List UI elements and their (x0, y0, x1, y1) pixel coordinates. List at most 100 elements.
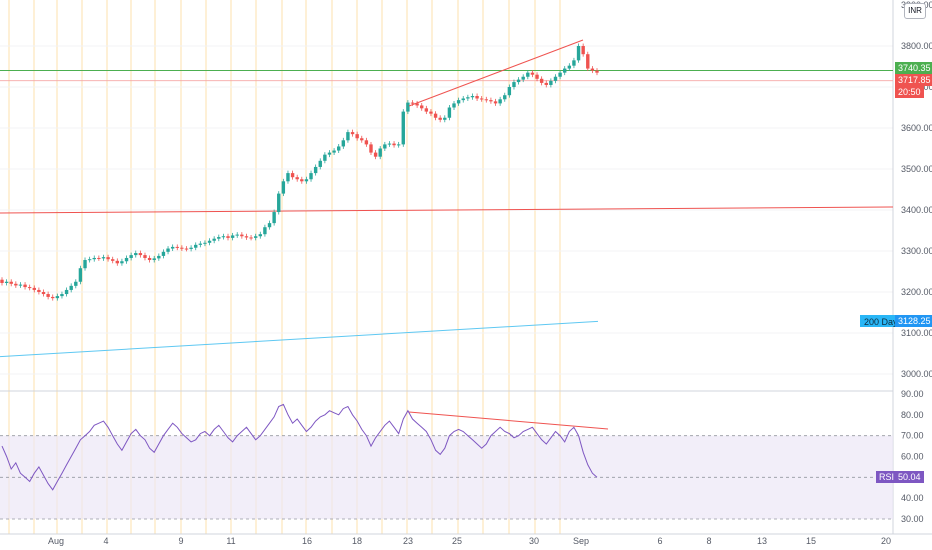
candle (526, 72, 530, 77)
candle (244, 236, 249, 238)
candle (180, 247, 184, 249)
candle (429, 111, 433, 114)
candle (396, 144, 401, 146)
rsi-tick-label: 40.00 (901, 493, 924, 503)
candle (106, 257, 110, 260)
candle (115, 260, 120, 264)
candle (207, 240, 212, 243)
candle (258, 234, 262, 237)
date-tick-label: Aug (48, 536, 64, 546)
candle (563, 68, 567, 73)
candle (355, 134, 359, 139)
candle (147, 257, 152, 261)
date-tick-label: 25 (452, 536, 462, 546)
candle (410, 102, 415, 104)
date-tick-label: 16 (302, 536, 312, 546)
date-tick-label: 4 (103, 536, 108, 546)
price-tick-label: 3500.00 (901, 164, 932, 174)
date-tick-label: 6 (657, 536, 662, 546)
price-tick-label: 3600.00 (901, 123, 932, 133)
candle (530, 72, 535, 75)
candle (350, 132, 355, 135)
candle (235, 234, 239, 236)
candle (383, 144, 387, 149)
candle (309, 173, 313, 180)
candle (267, 223, 272, 228)
candle (249, 237, 253, 239)
candle (466, 97, 470, 99)
grid-lines (0, 45, 893, 375)
price-tick-label: 3800.00 (901, 41, 932, 51)
candle (286, 173, 290, 182)
candle (484, 99, 489, 101)
rsi-tick-label: 30.00 (901, 514, 924, 524)
candle (101, 257, 106, 259)
candle (14, 283, 18, 286)
trendlines[interactable] (408, 39, 609, 430)
candle (327, 152, 332, 155)
candle (300, 179, 304, 182)
candle (369, 144, 373, 153)
candle (535, 74, 539, 79)
date-tick-label: 23 (403, 536, 413, 546)
resistance-price-tag: 3740.35 (895, 62, 932, 74)
candle (143, 255, 147, 258)
candle (78, 268, 83, 282)
candle (240, 234, 244, 237)
candle (337, 146, 341, 151)
candle (97, 257, 101, 259)
price-tick-label: 3300.00 (901, 246, 932, 256)
candle (69, 285, 73, 290)
candle (189, 247, 193, 249)
candle (558, 72, 562, 77)
candle (295, 177, 299, 180)
candle (433, 113, 438, 118)
candle (170, 246, 175, 249)
candle (157, 255, 161, 259)
candle (41, 292, 46, 295)
last-price-tag: 3717.85 (895, 74, 932, 86)
candle (586, 54, 590, 69)
date-tick-label: 8 (706, 536, 711, 546)
candle (341, 140, 346, 147)
rsi-tick-label: 80.00 (901, 410, 924, 420)
candle (401, 111, 405, 145)
candle (447, 107, 452, 118)
date-tick-label: 11 (226, 536, 235, 546)
rsi-tick-label: 90.00 (901, 389, 924, 399)
price-tick-label: 3400.00 (901, 205, 932, 215)
currency-badge[interactable]: INR (904, 3, 926, 19)
candle (493, 101, 498, 104)
candle (230, 235, 235, 238)
price-divergence-line (408, 39, 584, 107)
candle (134, 253, 138, 256)
candle (590, 68, 595, 71)
candle (166, 248, 170, 252)
candle (138, 253, 143, 256)
date-tick-label: 13 (757, 536, 767, 546)
candle (364, 140, 369, 145)
candle (226, 236, 230, 238)
date-tick-label: 15 (806, 536, 816, 546)
candle (567, 65, 572, 69)
candle (373, 152, 378, 157)
candle (290, 173, 295, 178)
candle (51, 296, 55, 299)
candle (161, 251, 166, 256)
candle (221, 236, 226, 238)
candle (4, 281, 9, 283)
candlestick-series (0, 43, 599, 301)
candle (198, 243, 203, 245)
candle (456, 100, 461, 104)
candle (475, 96, 479, 99)
candle (175, 246, 179, 248)
candle (277, 193, 281, 213)
candle (83, 260, 87, 269)
candle (281, 181, 286, 194)
candle (313, 166, 318, 174)
date-axis-ticks: Aug 4 9 11 16 18 23 25 30 Sep 6 8 13 15 20 (48, 536, 891, 546)
candle (576, 46, 581, 61)
moving-average-value-tag: 3128.25 (895, 315, 932, 327)
ma-200-line (0, 320, 599, 358)
